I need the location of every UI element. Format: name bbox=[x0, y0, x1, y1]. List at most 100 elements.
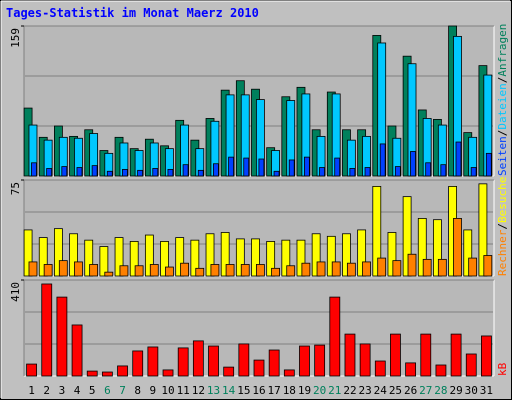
x-tick-label: 9 bbox=[150, 384, 157, 397]
x-tick-label: 17 bbox=[268, 384, 281, 397]
bar bbox=[197, 169, 204, 177]
bar bbox=[394, 166, 401, 177]
bar bbox=[56, 296, 68, 377]
x-tick-label: 23 bbox=[359, 384, 372, 397]
bar bbox=[147, 346, 159, 377]
bar bbox=[101, 371, 113, 377]
bar bbox=[41, 283, 53, 377]
bar bbox=[372, 185, 382, 277]
bar bbox=[463, 229, 473, 277]
bar bbox=[478, 183, 488, 277]
bar bbox=[405, 362, 417, 377]
bar bbox=[213, 163, 219, 177]
x-tick-label: 25 bbox=[389, 384, 402, 397]
bar bbox=[455, 141, 462, 177]
x-tick-label: 26 bbox=[404, 384, 417, 397]
x-tick-label: 7 bbox=[119, 384, 126, 397]
bar bbox=[303, 156, 310, 177]
x-tick-label: 8 bbox=[134, 384, 141, 397]
y-tick-label: 75 bbox=[9, 182, 22, 195]
bar bbox=[31, 162, 37, 177]
bar bbox=[357, 229, 367, 277]
x-tick-label: 3 bbox=[59, 384, 66, 397]
bar bbox=[288, 159, 295, 177]
x-tick-label: 4 bbox=[74, 384, 81, 397]
bar bbox=[177, 347, 189, 377]
x-tick-label: 29 bbox=[449, 384, 462, 397]
legend: Seiten/Dateien/Anfragen bbox=[496, 24, 509, 176]
bar bbox=[349, 168, 356, 177]
bar bbox=[440, 164, 447, 177]
bar bbox=[258, 158, 265, 177]
bar bbox=[228, 156, 234, 177]
x-tick-label: 10 bbox=[161, 384, 174, 397]
bar bbox=[71, 324, 83, 377]
x-tick-label: 19 bbox=[298, 384, 311, 397]
bar bbox=[162, 369, 174, 377]
bar bbox=[86, 370, 98, 377]
bar bbox=[243, 157, 250, 177]
bar bbox=[485, 152, 492, 177]
bar bbox=[273, 170, 280, 177]
bar bbox=[417, 217, 427, 277]
bar bbox=[450, 333, 462, 377]
legend-entry: Besuche bbox=[496, 177, 509, 223]
bar bbox=[180, 262, 189, 277]
x-tick-label: 2 bbox=[43, 384, 50, 397]
bar bbox=[195, 267, 205, 277]
y-tick-label: 410 bbox=[9, 282, 22, 302]
bar bbox=[99, 246, 109, 277]
bar bbox=[28, 261, 38, 277]
bar bbox=[331, 261, 341, 277]
y-tick-label: 159 bbox=[9, 28, 22, 48]
bar bbox=[223, 366, 235, 377]
x-tick-label: 11 bbox=[177, 384, 190, 397]
legend: Rechner/Besuche bbox=[496, 177, 509, 276]
bar bbox=[453, 217, 462, 277]
bar bbox=[387, 232, 397, 277]
bar bbox=[240, 264, 250, 277]
bar bbox=[106, 170, 113, 177]
bar bbox=[144, 234, 154, 277]
bar bbox=[104, 271, 114, 277]
chart-title: Tages-Statistik im Monat Maerz 2010 bbox=[6, 6, 259, 20]
bar bbox=[91, 165, 98, 177]
bar bbox=[268, 349, 280, 377]
bar bbox=[38, 237, 48, 277]
bar bbox=[134, 265, 144, 277]
bar bbox=[122, 168, 128, 177]
legend-entry: Seiten bbox=[496, 136, 509, 176]
x-tick-label: 1 bbox=[28, 384, 35, 397]
bar bbox=[84, 239, 94, 277]
x-tick-label: 13 bbox=[207, 384, 220, 397]
bar bbox=[129, 241, 139, 277]
bar bbox=[377, 257, 387, 277]
bar bbox=[410, 151, 416, 177]
legend-separator: / bbox=[496, 130, 509, 137]
legend-entry: Dateien bbox=[496, 83, 509, 129]
x-tick-label: 20 bbox=[313, 384, 326, 397]
x-tick-label: 24 bbox=[374, 384, 388, 397]
bar bbox=[54, 228, 63, 277]
bar bbox=[281, 239, 291, 277]
bar bbox=[425, 162, 432, 177]
bar bbox=[319, 167, 325, 177]
bar bbox=[433, 219, 442, 277]
x-tick-label: 18 bbox=[283, 384, 296, 397]
bar bbox=[119, 265, 129, 277]
bar bbox=[437, 258, 447, 277]
legend: kB bbox=[496, 362, 509, 376]
bar bbox=[255, 264, 265, 277]
bar bbox=[220, 232, 230, 277]
bar bbox=[167, 168, 174, 177]
legend-entry: kB bbox=[496, 362, 509, 376]
bar bbox=[190, 239, 200, 277]
legend-entry: Anfragen bbox=[496, 24, 509, 77]
bar bbox=[210, 264, 220, 277]
bar bbox=[374, 360, 386, 377]
x-tick-label: 27 bbox=[419, 384, 432, 397]
bar bbox=[58, 260, 68, 277]
x-tick-label: 21 bbox=[328, 384, 341, 397]
legend-separator: / bbox=[496, 77, 509, 84]
